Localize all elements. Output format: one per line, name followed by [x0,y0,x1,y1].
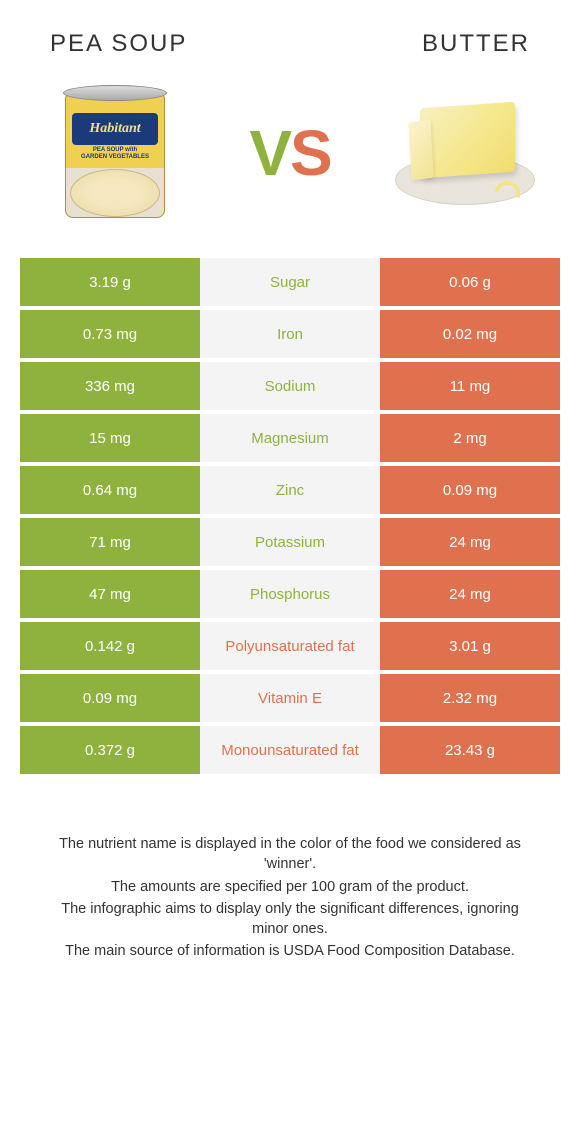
nutrient-label: Phosphorus [200,570,380,618]
right-value: 2.32 mg [380,674,560,722]
left-value: 47 mg [20,570,200,618]
table-row: 0.73 mgIron0.02 mg [20,310,560,358]
table-row: 0.09 mgVitamin E2.32 mg [20,674,560,722]
right-value: 0.02 mg [380,310,560,358]
right-value: 24 mg [380,570,560,618]
table-row: 3.19 gSugar0.06 g [20,258,560,306]
nutrient-label: Sugar [200,258,380,306]
left-value: 336 mg [20,362,200,410]
vs-label: VS [249,116,330,190]
right-value: 11 mg [380,362,560,410]
left-value: 3.19 g [20,258,200,306]
left-value: 0.372 g [20,726,200,774]
nutrient-label: Magnesium [200,414,380,462]
footer-line: The amounts are specified per 100 gram o… [50,877,530,897]
nutrient-label: Vitamin E [200,674,380,722]
right-value: 24 mg [380,518,560,566]
left-product-title: Pea soup [50,30,187,58]
right-product-image [390,78,540,228]
left-product-image: Habitant PEA SOUP withGARDEN VEGETABLES [40,78,190,228]
footer-line: The nutrient name is displayed in the co… [50,834,530,875]
images-row: Habitant PEA SOUP withGARDEN VEGETABLES … [20,68,560,258]
right-value: 0.09 mg [380,466,560,514]
left-value: 71 mg [20,518,200,566]
right-value: 2 mg [380,414,560,462]
left-value: 0.09 mg [20,674,200,722]
table-row: 0.64 mgZinc0.09 mg [20,466,560,514]
right-value: 0.06 g [380,258,560,306]
right-product-title: Butter [422,30,530,58]
right-value: 23.43 g [380,726,560,774]
header-row: Pea soup Butter [20,30,560,68]
nutrient-table: 3.19 gSugar0.06 g0.73 mgIron0.02 mg336 m… [20,258,560,774]
butter-icon [390,93,540,213]
right-value: 3.01 g [380,622,560,670]
table-row: 15 mgMagnesium2 mg [20,414,560,462]
nutrient-label: Sodium [200,362,380,410]
nutrient-label: Polyunsaturated fat [200,622,380,670]
left-value: 0.64 mg [20,466,200,514]
table-row: 0.142 gPolyunsaturated fat3.01 g [20,622,560,670]
left-value: 0.142 g [20,622,200,670]
nutrient-label: Potassium [200,518,380,566]
footer-line: The main source of information is USDA F… [50,941,530,961]
table-row: 71 mgPotassium24 mg [20,518,560,566]
footer-line: The infographic aims to display only the… [50,899,530,940]
vs-v-letter: V [249,117,290,189]
footer-notes: The nutrient name is displayed in the co… [20,834,560,962]
left-value: 0.73 mg [20,310,200,358]
vs-s-letter: S [290,117,331,189]
table-row: 336 mgSodium11 mg [20,362,560,410]
soup-can-icon: Habitant PEA SOUP withGARDEN VEGETABLES [60,83,170,223]
nutrient-label: Iron [200,310,380,358]
left-value: 15 mg [20,414,200,462]
table-row: 47 mgPhosphorus24 mg [20,570,560,618]
nutrient-label: Monounsaturated fat [200,726,380,774]
nutrient-label: Zinc [200,466,380,514]
table-row: 0.372 gMonounsaturated fat23.43 g [20,726,560,774]
